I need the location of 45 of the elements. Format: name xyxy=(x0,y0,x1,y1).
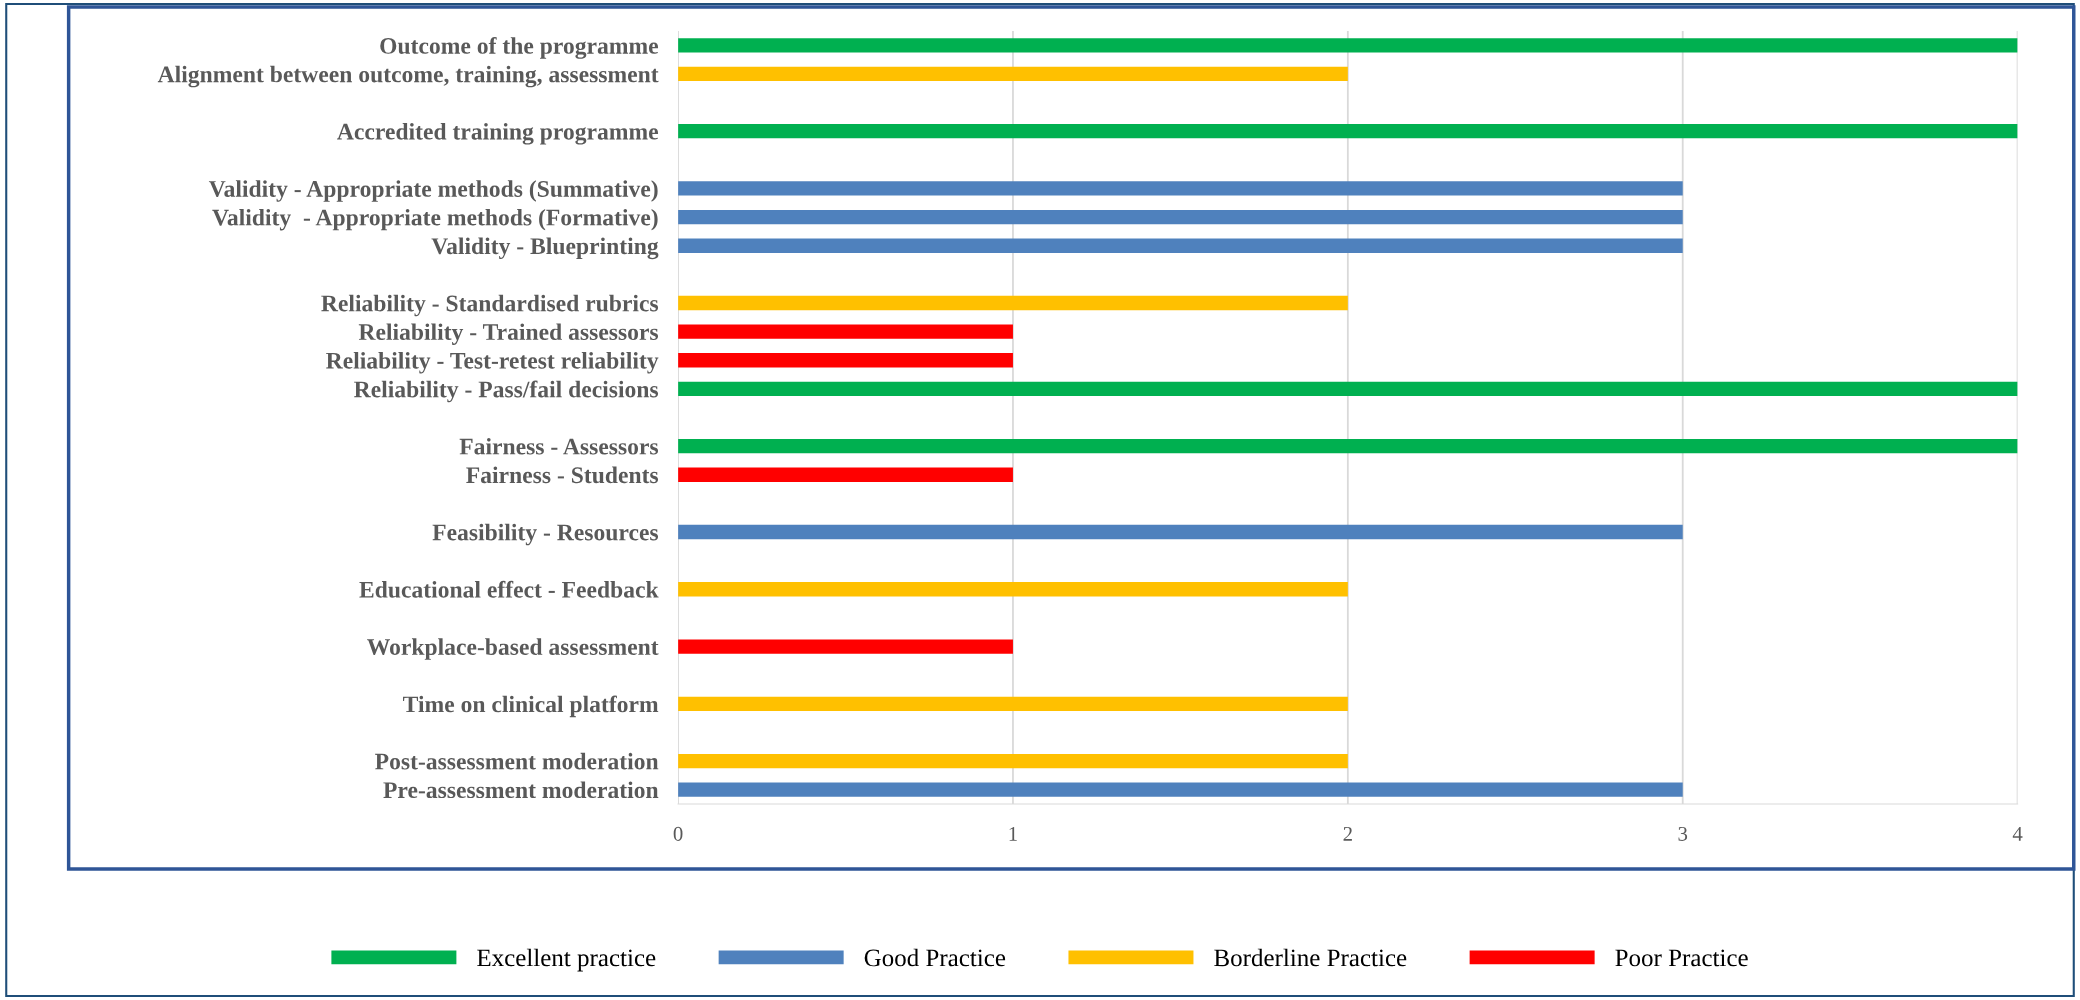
bar xyxy=(678,696,1348,711)
bar xyxy=(678,582,1348,597)
bar xyxy=(678,238,1683,253)
legend-label: Poor Practice xyxy=(1615,949,1748,967)
y-tick-label: Educational effect - Feedback xyxy=(359,580,659,598)
y-tick-label: Feasibility - Resources xyxy=(432,523,659,546)
bar xyxy=(678,324,1013,339)
y-tick-label: Alignment between outcome, training, assessment xyxy=(157,65,659,88)
bar xyxy=(678,295,1348,311)
bar xyxy=(678,753,1348,769)
y-tick-label: Reliability - Test-retest reliability xyxy=(326,352,659,374)
bar xyxy=(678,181,1683,196)
bar xyxy=(678,782,1683,797)
y-tick-label: Accredited training programme xyxy=(337,123,659,145)
x-tick-label: 0 xyxy=(673,826,683,841)
y-tick-label: Reliability - Pass/fail decisions xyxy=(354,380,659,403)
y-tick-label: Pre-assessment moderation xyxy=(383,781,659,799)
bar xyxy=(678,353,1013,368)
x-tick-label: 2 xyxy=(1343,826,1352,841)
bar xyxy=(678,467,1013,482)
bar xyxy=(678,209,1683,225)
y-tick-label: Time on clinical platform xyxy=(403,695,659,718)
legend-label: Borderline Practice xyxy=(1214,948,1407,967)
y-tick-label: Validity - Appropriate methods (Formative) xyxy=(212,208,658,231)
legend-label: Excellent practice xyxy=(477,948,656,972)
y-tick-label: Reliability - Standardised rubrics xyxy=(321,294,659,317)
y-tick-label: Workplace-based assessment xyxy=(367,638,659,660)
y-tick-label: Fairness - Assessors xyxy=(459,437,659,455)
bar xyxy=(678,524,1683,540)
bar xyxy=(678,66,1348,82)
y-tick-label: Outcome of the programme xyxy=(380,37,659,59)
y-tick-label: Post-assessment moderation xyxy=(375,752,659,770)
x-tick-label: 4 xyxy=(2012,826,2023,841)
y-tick-label: Validity - Blueprinting xyxy=(431,237,659,260)
bar xyxy=(678,38,2018,53)
x-tick-label: 3 xyxy=(1678,826,1688,841)
bar xyxy=(678,639,1013,654)
bar xyxy=(678,381,2018,397)
bar xyxy=(678,438,2018,454)
y-tick-label: Fairness - Students xyxy=(466,466,659,484)
y-tick-label: Reliability - Trained assessors xyxy=(358,323,659,345)
x-tick-label: 1 xyxy=(1009,826,1017,841)
bar xyxy=(678,124,2018,139)
legend-label: Good Practice xyxy=(864,948,1006,967)
y-tick-label: Validity - Appropriate methods (Summative) xyxy=(208,180,658,202)
